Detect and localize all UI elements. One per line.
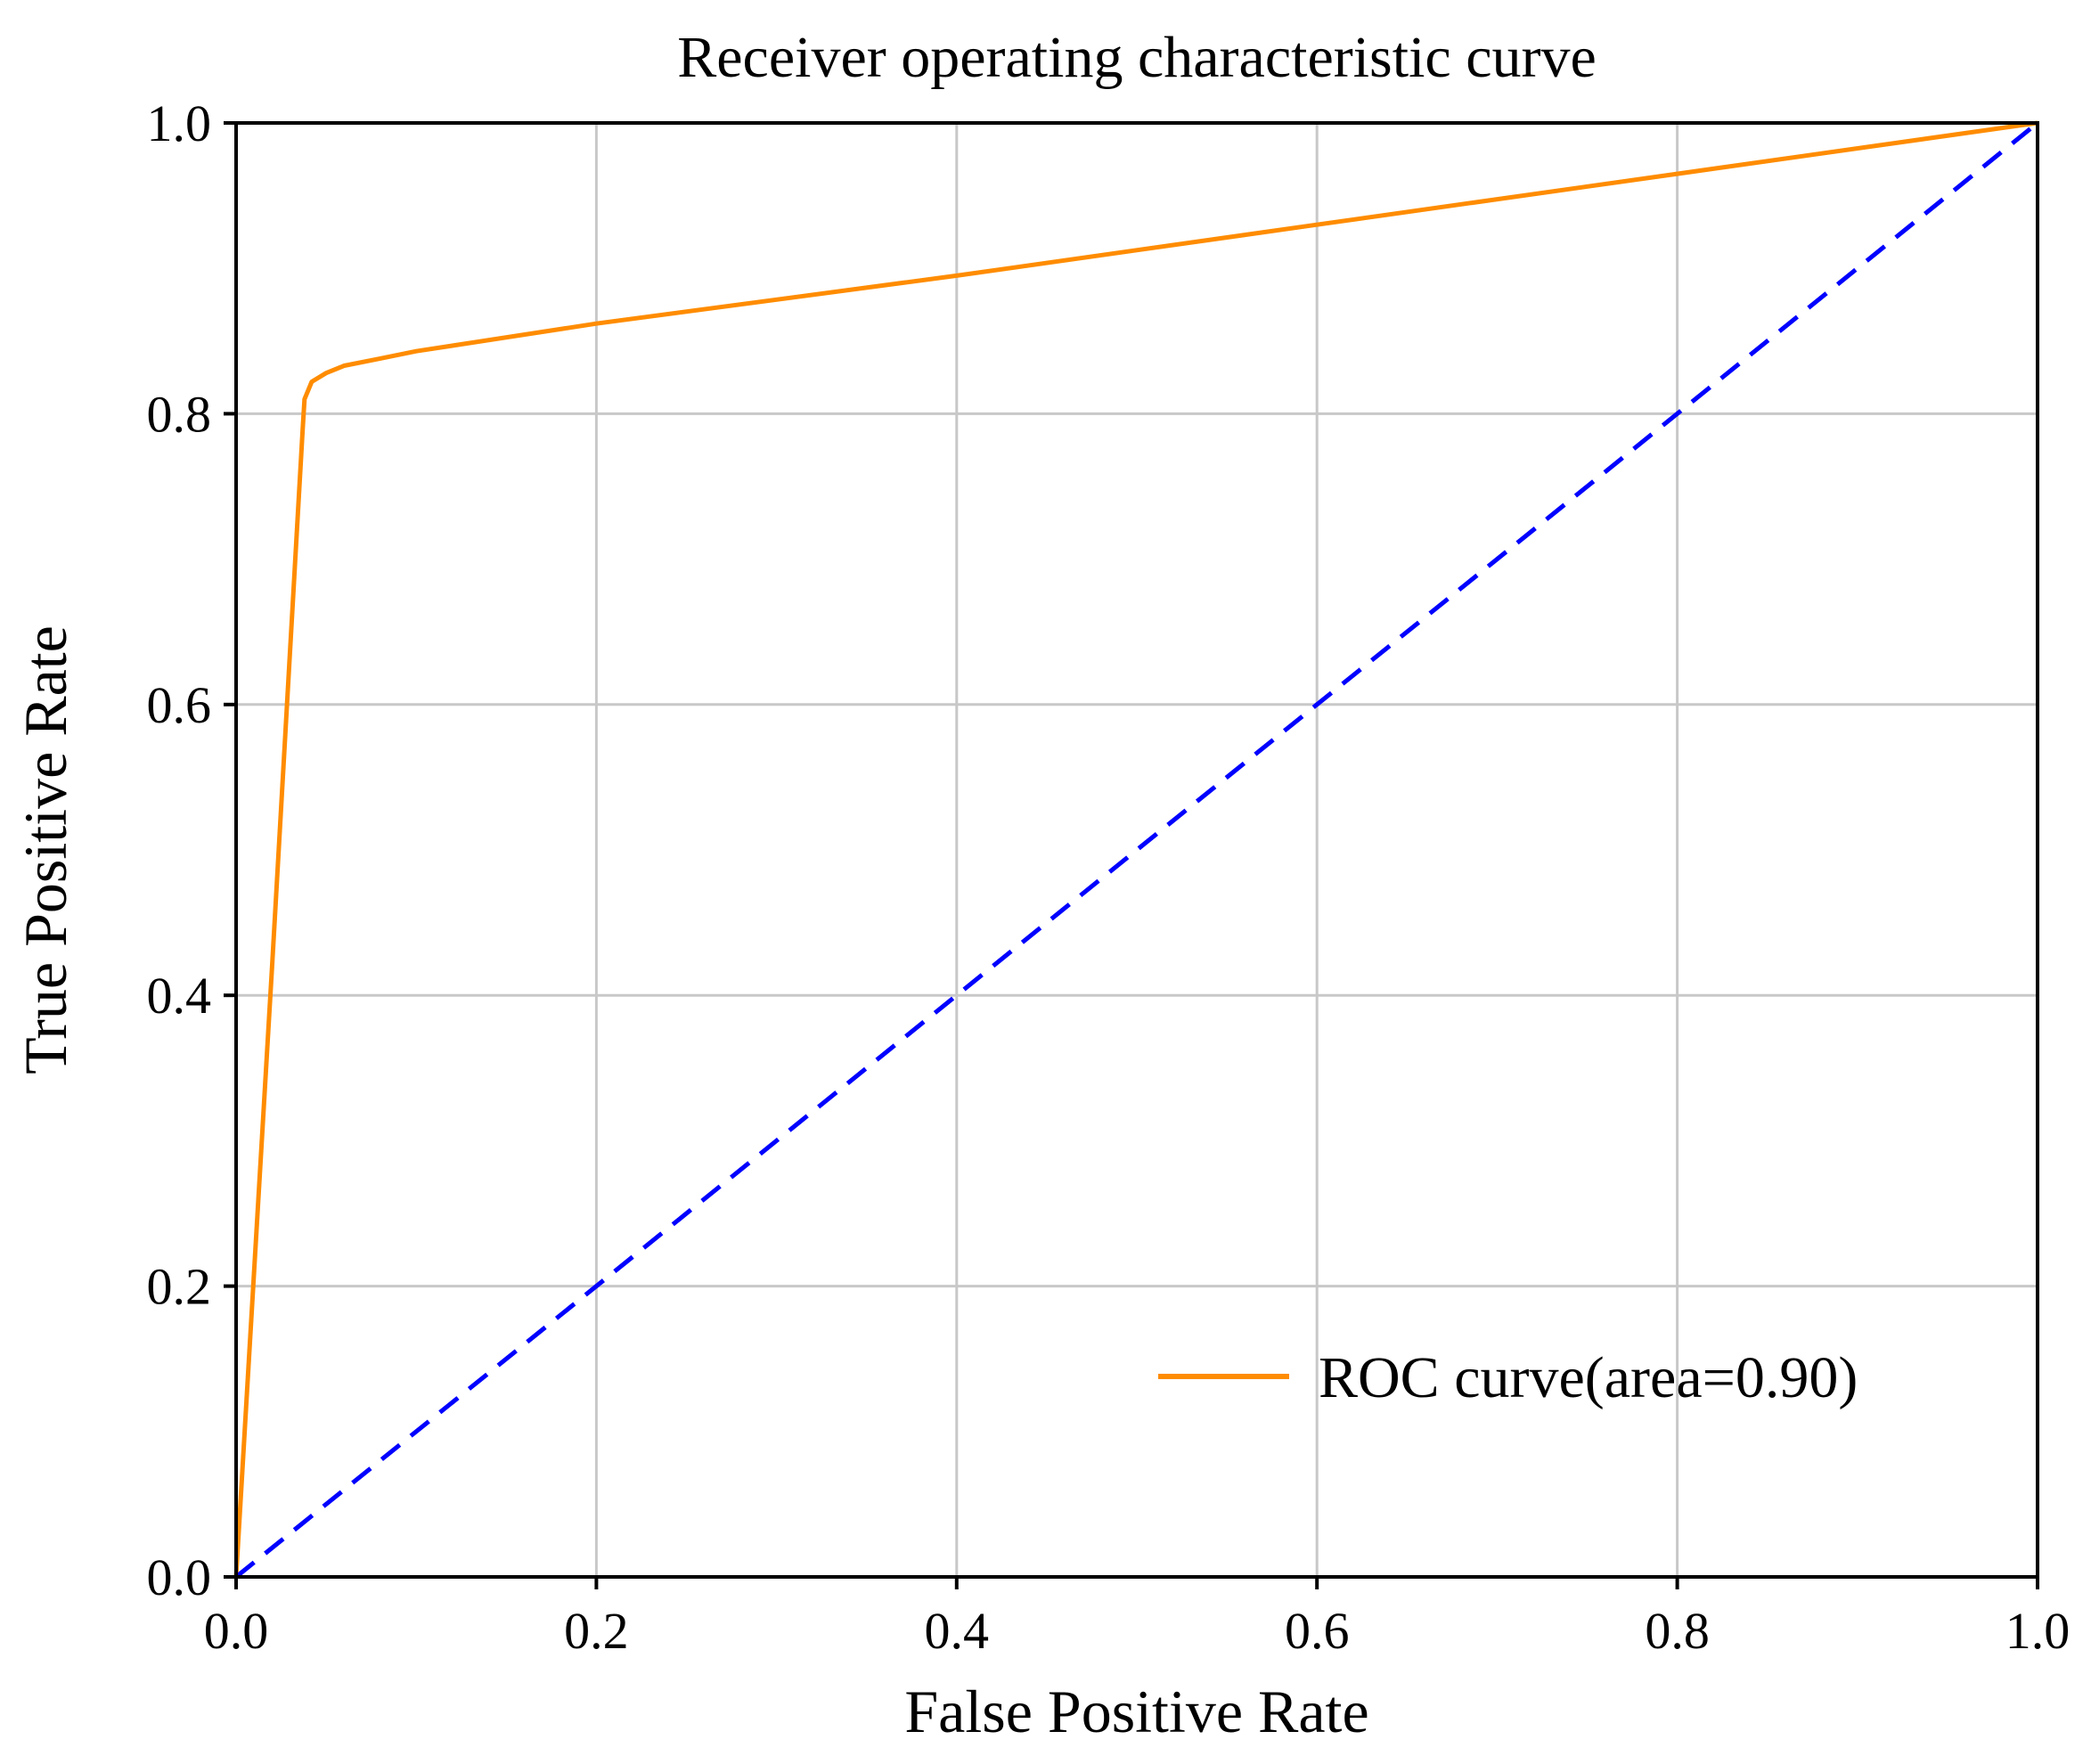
x-tick-label-4: 0.8 — [1645, 1602, 1710, 1660]
roc-curve-line — [233, 120, 2038, 1578]
y-tick-label-4: 0.8 — [147, 385, 212, 443]
grid — [234, 121, 2039, 1579]
x-tick-label-5: 1.0 — [2005, 1602, 2071, 1660]
x-tick-label-3: 0.6 — [1285, 1602, 1350, 1660]
y-tick-label-1: 0.2 — [147, 1258, 212, 1316]
chart-title: Receiver operating characteristic curve — [677, 25, 1597, 90]
legend-label-roc-curve: ROC curve(area=0.90) — [1319, 1345, 1858, 1410]
x-tick-label-1: 0.2 — [564, 1602, 629, 1660]
chance-diagonal-line — [234, 121, 2039, 1579]
ticks: 0.0 0.2 0.4 0.6 0.8 1.0 0.0 0.2 0.4 0.6 0.8 1.0 — [147, 94, 2071, 1660]
y-tick-label-5: 1.0 — [147, 94, 212, 152]
x-tick-label-0: 0.0 — [204, 1602, 269, 1660]
series-layer — [233, 120, 2039, 1579]
y-tick-label-2: 0.4 — [147, 967, 212, 1025]
y-axis-label: True Positive Rate — [12, 625, 79, 1074]
y-tick-label-0: 0.0 — [147, 1548, 212, 1606]
plot-frame — [234, 121, 2039, 1579]
x-tick-label-2: 0.4 — [925, 1602, 990, 1660]
x-axis-label: False Positive Rate — [904, 1678, 1368, 1745]
y-tick-label-3: 0.6 — [147, 676, 212, 734]
legend: ROC curve(area=0.90) — [1158, 1345, 1858, 1410]
